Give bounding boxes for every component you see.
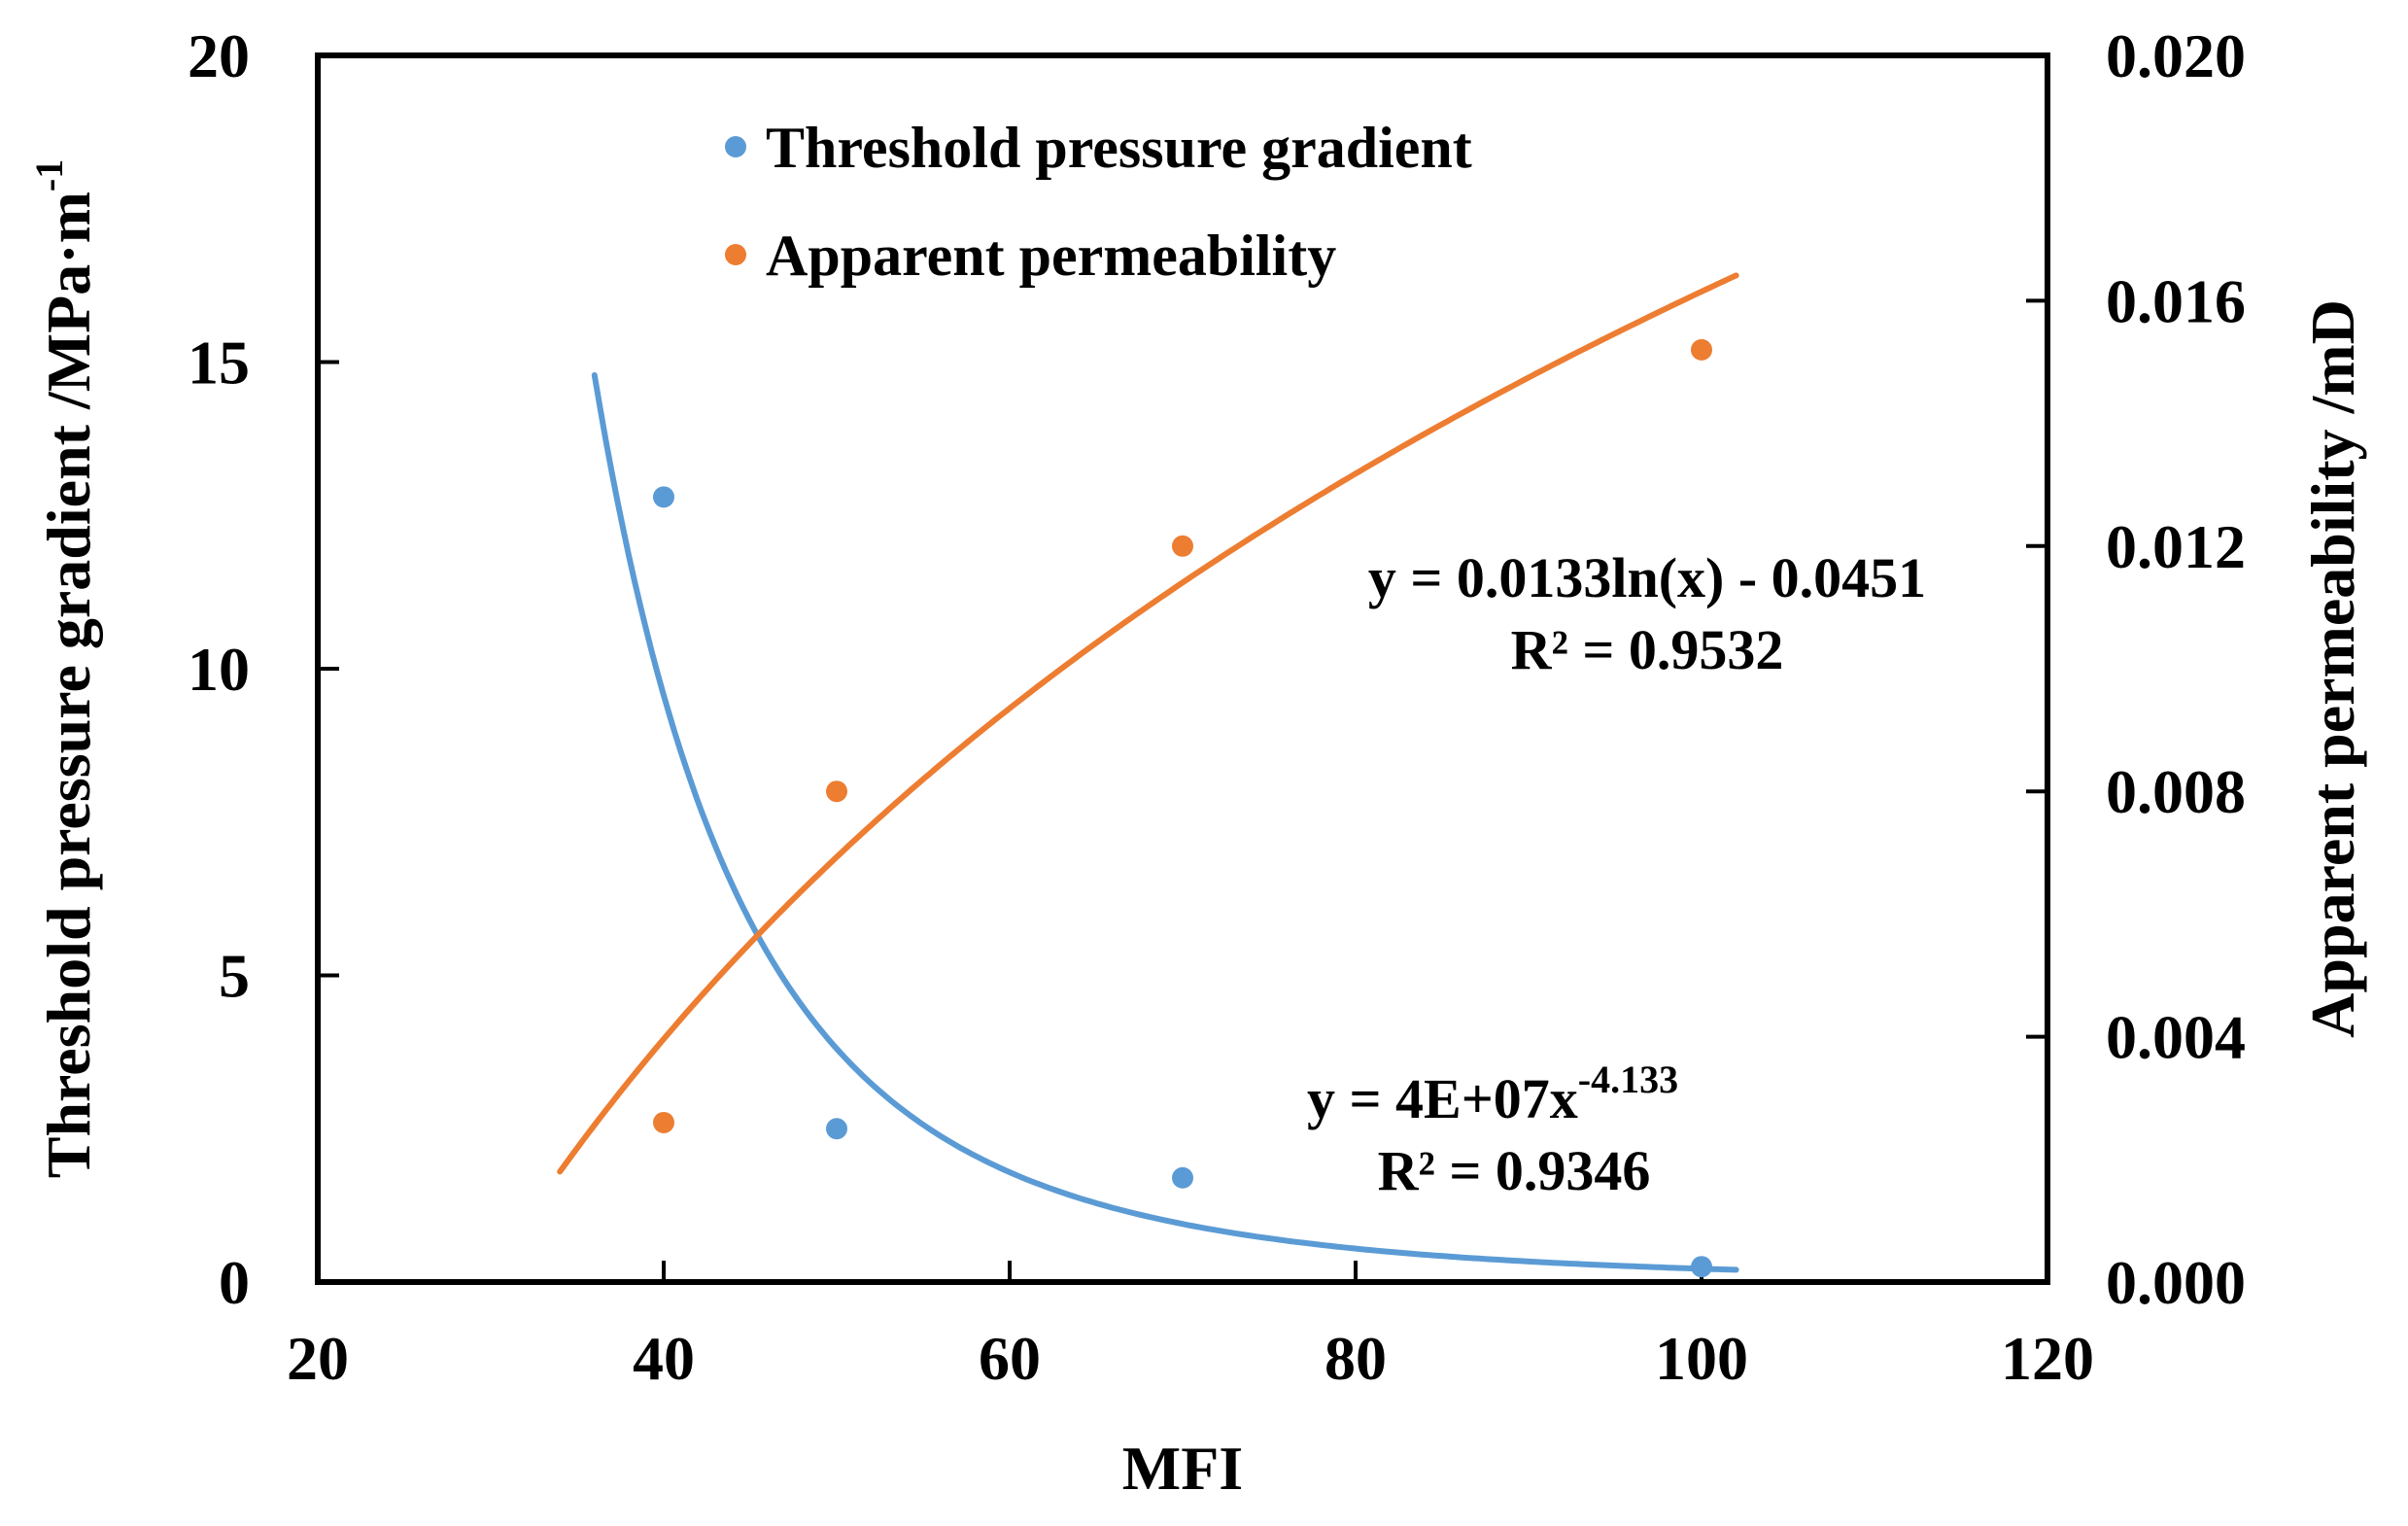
left-y-axis-title: Threshold pressure gradient /MPa·m-1: [27, 159, 103, 1178]
legend-marker-permeability: [725, 244, 746, 265]
threshold-point-3: [1691, 1256, 1712, 1278]
permeability-point-2: [1172, 535, 1193, 557]
right-y-axis-ticks: 0.000 0.004 0.008 0.012 0.016 0.020: [2026, 21, 2246, 1317]
left-y-tick-label-4: 20: [188, 21, 250, 90]
legend-label-threshold: Threshold pressure gradient: [766, 116, 1472, 180]
threshold-r2-text: R² = 0.9346: [1378, 1139, 1651, 1202]
right-y-tick-label-3: 0.012: [2106, 512, 2246, 581]
permeability-trendline: [557, 272, 1739, 1175]
right-y-axis-title: Apparent permeability /mD: [2298, 299, 2367, 1038]
permeability-equation: y = 0.0133ln(x) - 0.0451 R² = 0.9532: [1368, 546, 1926, 681]
threshold-point-1: [826, 1118, 847, 1140]
threshold-equation-text: y = 4E+07x-4.133: [1307, 1058, 1678, 1130]
left-y-tick-label-2: 10: [188, 635, 250, 704]
x-tick-label-3: 80: [1324, 1324, 1387, 1393]
x-tick-label-2: 60: [979, 1324, 1041, 1393]
left-y-axis-title-superscript: -1: [27, 159, 71, 191]
threshold-trendline: [591, 372, 1739, 1273]
permeability-point-3: [1691, 338, 1712, 361]
data-points: [653, 338, 1712, 1278]
x-tick-label-1: 40: [633, 1324, 695, 1393]
x-tick-label-4: 100: [1655, 1324, 1748, 1393]
left-y-axis-title-main: Threshold pressure gradient /MPa·m: [34, 191, 103, 1178]
right-y-tick-label-5: 0.020: [2106, 21, 2246, 90]
right-y-tick-label-0: 0.000: [2106, 1248, 2246, 1317]
permeability-point-0: [653, 1111, 674, 1133]
permeability-equation-text: y = 0.0133ln(x) - 0.0451: [1368, 546, 1926, 609]
permeability-point-1: [826, 780, 847, 803]
left-y-axis-ticks: 0 5 10 15 20: [188, 21, 339, 1317]
left-y-tick-label-0: 0: [219, 1248, 250, 1317]
x-tick-label-5: 120: [2001, 1324, 2094, 1393]
x-axis-title: MFI: [1122, 1434, 1243, 1503]
trendlines: [557, 272, 1739, 1273]
left-y-tick-label-1: 5: [219, 942, 250, 1011]
legend-marker-threshold: [725, 136, 746, 157]
legend-label-permeability: Apparent permeability: [766, 224, 1336, 288]
threshold-equation-exponent: -4.133: [1578, 1058, 1678, 1101]
legend: Threshold pressure gradient Apparent per…: [725, 116, 1472, 288]
threshold-point-2: [1172, 1166, 1193, 1189]
threshold-point-0: [653, 486, 674, 508]
permeability-r2-text: R² = 0.9532: [1511, 618, 1784, 681]
left-y-tick-label-3: 15: [188, 329, 250, 398]
threshold-equation: y = 4E+07x-4.133 R² = 0.9346: [1307, 1058, 1678, 1202]
right-y-tick-label-4: 0.016: [2106, 266, 2246, 335]
x-axis-ticks: 20 40 60 80 100 120: [287, 1261, 2094, 1393]
threshold-equation-main: y = 4E+07x: [1307, 1067, 1578, 1130]
right-y-tick-label-1: 0.004: [2106, 1003, 2246, 1072]
right-y-tick-label-2: 0.008: [2106, 757, 2246, 826]
x-tick-label-0: 20: [287, 1324, 349, 1393]
